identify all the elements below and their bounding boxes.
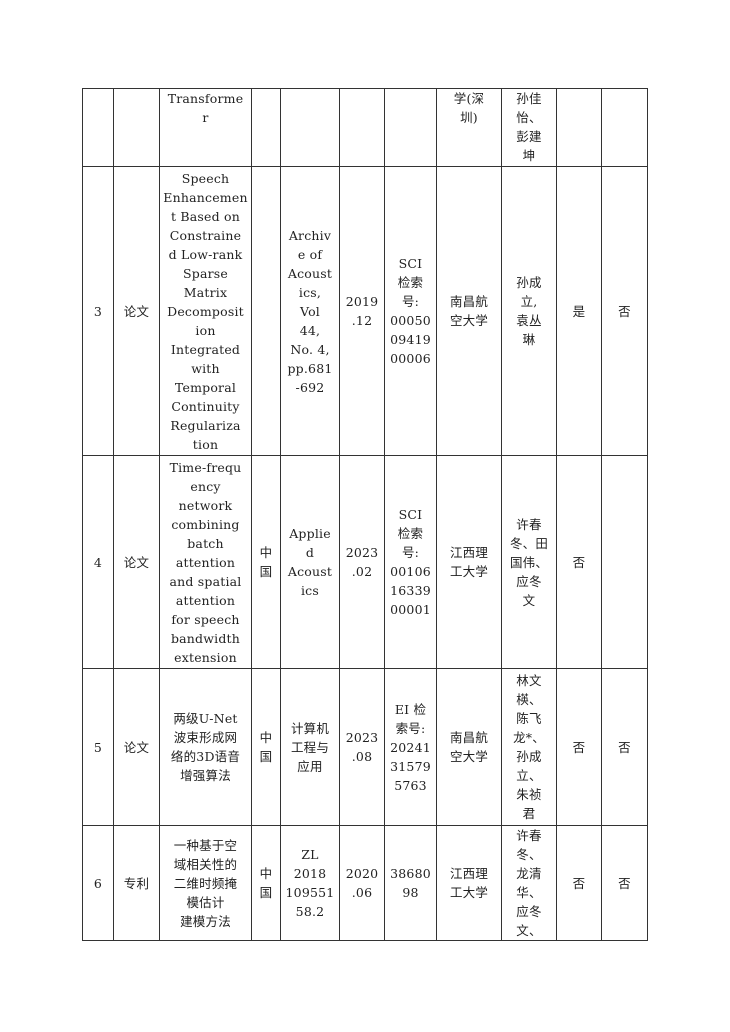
- flag-col-10: 是: [556, 166, 602, 456]
- country: [251, 88, 281, 167]
- date: 2023 .08: [339, 668, 385, 826]
- journal-or-patent-no: Applie d Acoust ics: [280, 455, 340, 669]
- table-row: 3 论文 Speech Enhancemen t Based on Constrai…: [82, 166, 648, 456]
- flag-col-10: 否: [556, 455, 602, 669]
- country: 中 国: [251, 825, 281, 941]
- item-title: 一种基于空 域相关性的 二维时频掩 模估计 建模方法: [159, 825, 252, 941]
- item-title: 两级U-Net 波束形成网 络的3D语音 增强算法: [159, 668, 252, 826]
- row-number: 6: [82, 825, 114, 941]
- achievements-table: Transforme r 学(深 圳) 孙佳 怡、 彭建 坤 3 论文 Speech En…: [82, 88, 648, 941]
- table-row: 6 专利 一种基于空 域相关性的 二维时频掩 模估计 建模方法中 国 ZL 2018 …: [82, 825, 648, 941]
- date: 2023 .02: [339, 455, 385, 669]
- flag-col-11: 否: [601, 668, 648, 826]
- item-type: 专利: [113, 825, 160, 941]
- authors: 许春 冬、田 国伟、 应冬 文: [501, 455, 557, 669]
- authors: 许春 冬、 龙清 华、 应冬 文、: [501, 825, 557, 941]
- organization: 南昌航 空大学: [436, 166, 502, 456]
- date: 2019 .12: [339, 166, 385, 456]
- country: 中 国: [251, 455, 281, 669]
- authors: 孙成 立, 袁丛 琳: [501, 166, 557, 456]
- authors: 孙佳 怡、 彭建 坤: [501, 88, 557, 167]
- organization: 江西理 工大学: [436, 455, 502, 669]
- item-title: Time-frequ ency network combining batch …: [159, 455, 252, 669]
- item-type: [113, 88, 160, 167]
- table-row: Transforme r 学(深 圳) 孙佳 怡、 彭建 坤: [82, 88, 648, 167]
- row-number: 5: [82, 668, 114, 826]
- flag-col-11: [601, 455, 648, 669]
- item-type: 论文: [113, 166, 160, 456]
- flag-col-11: [601, 88, 648, 167]
- journal-or-patent-no: ZL 2018 109551 58.2: [280, 825, 340, 941]
- journal-or-patent-no: [280, 88, 340, 167]
- table-row: 4 论文 Time-frequ ency network combining bat…: [82, 455, 648, 669]
- item-type: 论文: [113, 455, 160, 669]
- row-number: 4: [82, 455, 114, 669]
- table-row: 5 论文 两级U-Net 波束形成网 络的3D语音 增强算法中 国计算机 工程与 应…: [82, 668, 648, 826]
- organization: 南昌航 空大学: [436, 668, 502, 826]
- flag-col-10: 否: [556, 825, 602, 941]
- row-number: [82, 88, 114, 167]
- item-title: Speech Enhancemen t Based on Constraine …: [159, 166, 252, 456]
- index-number: 38680 98: [384, 825, 437, 941]
- journal-or-patent-no: 计算机 工程与 应用: [280, 668, 340, 826]
- organization: 江西理 工大学: [436, 825, 502, 941]
- index-number: EI 检 索号: 20241 31579 5763: [384, 668, 437, 826]
- authors: 林文 楧、 陈飞 龙*、 孙成 立、 朱祯 君: [501, 668, 557, 826]
- row-number: 3: [82, 166, 114, 456]
- flag-col-11: 否: [601, 166, 648, 456]
- journal-or-patent-no: Archiv e of Acoust ics, Vol 44, No. 4, p…: [280, 166, 340, 456]
- date: 2020 .06: [339, 825, 385, 941]
- item-type: 论文: [113, 668, 160, 826]
- flag-col-10: 否: [556, 668, 602, 826]
- index-number: SCI 检索 号: 00050 09419 00006: [384, 166, 437, 456]
- index-number: [384, 88, 437, 167]
- date: [339, 88, 385, 167]
- item-title: Transforme r: [159, 88, 252, 167]
- flag-col-11: 否: [601, 825, 648, 941]
- country: 中 国: [251, 668, 281, 826]
- organization: 学(深 圳): [436, 88, 502, 167]
- country: [251, 166, 281, 456]
- index-number: SCI 检索 号: 00106 16339 00001: [384, 455, 437, 669]
- flag-col-10: [556, 88, 602, 167]
